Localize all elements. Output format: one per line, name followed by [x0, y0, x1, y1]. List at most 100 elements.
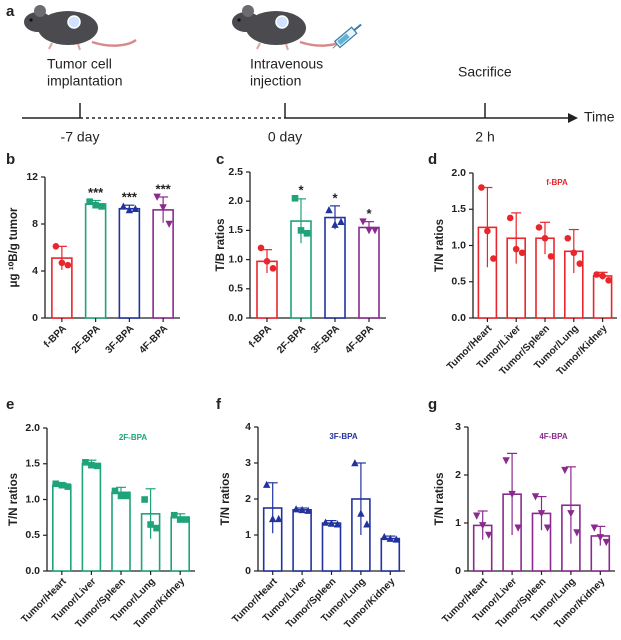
y-tick-label: 2.0	[451, 167, 466, 179]
inset-title: 2F-BPA	[119, 433, 148, 442]
data-point	[125, 206, 134, 214]
y-tick-label: 1.0	[228, 253, 243, 265]
data-point	[392, 535, 400, 543]
data-point	[508, 490, 516, 499]
y-tick-label: 2.5	[228, 166, 243, 178]
y-tick-label: 2.0	[25, 422, 40, 434]
y-tick-label: 1.5	[451, 203, 466, 215]
data-point	[484, 227, 491, 235]
bar	[321, 522, 342, 572]
error-bar	[355, 462, 366, 535]
y-axis-label: T/B ratios	[215, 218, 227, 271]
data-point	[596, 534, 604, 542]
data-point	[599, 272, 606, 280]
error-bar	[267, 482, 278, 534]
data-point	[506, 214, 514, 222]
data-point	[64, 483, 72, 490]
panel-letter: a	[6, 3, 15, 20]
data-point	[182, 516, 190, 523]
x-tick-label: 2F-BPA	[70, 323, 103, 356]
y-tick-label: 2.0	[228, 195, 243, 207]
data-point	[153, 193, 161, 201]
data-point	[490, 255, 497, 262]
bar	[118, 207, 141, 319]
y-tick-label: 2	[245, 493, 251, 505]
data-point	[141, 496, 148, 503]
data-point	[123, 492, 131, 500]
y-tick-label: 1	[245, 529, 251, 541]
data-point	[159, 204, 167, 212]
y-tick-label: 3	[455, 421, 461, 433]
data-point	[363, 520, 371, 528]
panel-letter: g	[428, 396, 437, 413]
y-tick-label: 3	[245, 457, 251, 469]
time-label: 2 h	[475, 129, 494, 145]
x-tick-label: 2F-BPA	[275, 323, 308, 356]
data-point	[94, 462, 101, 470]
data-point	[82, 459, 89, 466]
y-tick-label: 1	[455, 517, 461, 529]
mouse-icon	[232, 5, 362, 51]
data-point	[325, 206, 333, 214]
panel-letter: e	[6, 396, 14, 413]
bar	[324, 216, 346, 319]
data-point	[263, 258, 271, 265]
data-point	[303, 230, 311, 237]
data-point	[535, 224, 543, 231]
y-tick-label: 0.5	[228, 283, 243, 295]
y-tick-label: 1.5	[25, 458, 40, 470]
event-label: Sacrifice	[458, 64, 512, 80]
data-point	[593, 271, 600, 278]
data-point	[561, 466, 569, 475]
x-tick-label: 4F-BPA	[137, 323, 170, 356]
error-bar	[511, 212, 522, 264]
data-point	[371, 227, 379, 235]
y-tick-label: 4	[245, 421, 251, 433]
data-point	[502, 457, 510, 465]
y-tick-label: 12	[26, 171, 38, 183]
data-point	[257, 244, 265, 252]
data-point	[359, 218, 367, 226]
data-point	[531, 493, 540, 501]
data-point	[165, 220, 173, 228]
data-point	[88, 461, 95, 469]
data-point	[147, 521, 154, 528]
data-point	[602, 538, 610, 547]
panel-letter: b	[6, 151, 15, 168]
data-point	[473, 512, 481, 520]
bar	[358, 226, 380, 319]
data-point	[52, 243, 60, 250]
y-tick-label: 0	[245, 565, 251, 577]
bar	[51, 484, 72, 572]
data-point	[386, 534, 394, 542]
bar	[170, 516, 190, 572]
bar	[111, 491, 131, 572]
data-point	[292, 505, 300, 513]
data-point	[170, 511, 178, 519]
y-tick-label: 1.0	[451, 239, 466, 251]
data-point	[331, 220, 339, 228]
y-tick-label: 0.5	[25, 529, 40, 541]
data-point	[333, 520, 342, 528]
x-tick-label: 3F-BPA	[104, 323, 137, 356]
significance-label: *	[298, 183, 304, 198]
data-point	[297, 227, 305, 234]
data-point	[98, 203, 105, 210]
bar	[152, 209, 174, 319]
y-tick-label: 0.0	[228, 312, 243, 324]
x-tick-label: Tumor/Spleen	[498, 323, 552, 377]
data-point	[380, 532, 388, 541]
y-tick-label: 8	[32, 218, 38, 230]
data-point	[321, 518, 330, 526]
data-point	[275, 514, 283, 523]
data-point	[117, 492, 125, 500]
data-point	[605, 277, 612, 284]
data-point	[58, 481, 66, 489]
inset-title: 4F-BPA	[539, 432, 568, 441]
y-tick-label: 0.5	[451, 276, 466, 288]
inset-title: f-BPA	[546, 178, 568, 187]
event-label: implantation	[47, 73, 123, 89]
y-axis-label: T/N ratios	[220, 472, 232, 525]
data-point	[131, 204, 140, 213]
data-point	[153, 524, 160, 532]
